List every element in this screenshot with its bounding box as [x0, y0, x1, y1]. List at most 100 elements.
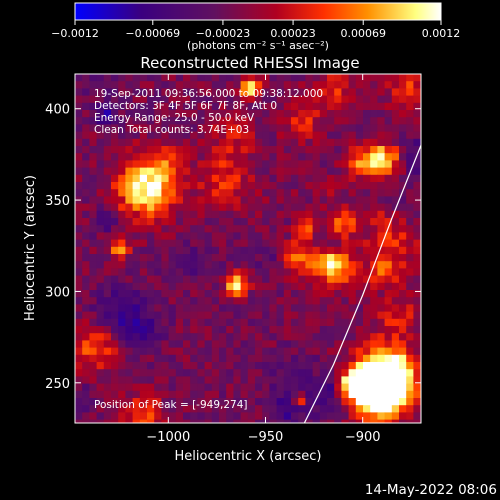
heatmap-cell: [103, 369, 112, 377]
heatmap-cell: [190, 390, 198, 399]
heatmap-cell: [384, 347, 393, 356]
heatmap-cell: [370, 311, 378, 320]
heatmap-cell: [211, 102, 220, 111]
heatmap-cell: [168, 160, 177, 169]
heatmap-cell: [255, 268, 263, 277]
heatmap-cell: [75, 275, 83, 284]
heatmap-cell: [103, 362, 112, 370]
heatmap-cell: [89, 340, 98, 349]
heatmap-cell: [262, 102, 270, 111]
heatmap-cell: [111, 254, 119, 262]
heatmap-cell: [111, 311, 119, 320]
heatmap-cell: [125, 340, 134, 349]
heatmap-cell: [298, 362, 306, 370]
heatmap-cell: [255, 326, 263, 334]
heatmap-cell: [190, 117, 198, 125]
heatmap-cell: [96, 203, 105, 212]
heatmap-cell: [370, 210, 378, 219]
heatmap-cell: [82, 340, 90, 349]
heatmap-cell: [89, 74, 98, 82]
heatmap-cell: [233, 239, 242, 248]
heatmap-cell: [190, 95, 198, 104]
heatmap-cell: [399, 210, 407, 219]
heatmap-cell: [363, 218, 371, 226]
heatmap-cell: [111, 340, 119, 349]
heatmap-cell: [125, 326, 134, 334]
heatmap-cell: [168, 383, 177, 392]
heatmap-cell: [276, 340, 285, 349]
heatmap-cell: [247, 290, 256, 298]
heatmap-cell: [219, 311, 227, 320]
heatmap-cell: [312, 74, 321, 82]
heatmap-cell: [75, 95, 83, 104]
heatmap-cell: [319, 412, 328, 421]
heatmap-cell: [154, 117, 162, 125]
heatmap-cell: [161, 354, 170, 363]
heatmap-cell: [298, 354, 306, 363]
heatmap-cell: [384, 383, 393, 392]
heatmap-cell: [168, 146, 177, 154]
heatmap-cell: [175, 88, 184, 97]
heatmap-cell: [168, 189, 177, 197]
heatmap-cell: [305, 275, 314, 284]
heatmap-cell: [341, 362, 350, 370]
heatmap-cell: [183, 81, 191, 89]
heatmap-cell: [276, 311, 285, 320]
heatmap-cell: [168, 167, 177, 176]
heatmap-cell: [291, 218, 299, 226]
heatmap-cell: [147, 160, 155, 169]
heatmap-cell: [399, 225, 407, 233]
heatmap-cell: [154, 88, 162, 97]
heatmap-cell: [168, 354, 177, 363]
heatmap-cell: [319, 347, 328, 356]
info-line-detectors: Detectors: 3F 4F 5F 6F 7F 8F, Att 0: [94, 100, 277, 112]
heatmap-cell: [255, 318, 263, 327]
heatmap-cell: [334, 405, 342, 413]
heatmap-cell: [384, 268, 393, 277]
heatmap-cell: [211, 203, 220, 212]
heatmap-cell: [204, 311, 213, 320]
heatmap-cell: [219, 246, 227, 255]
heatmap-cell: [132, 131, 141, 140]
heatmap-cell: [190, 160, 198, 169]
heatmap-cell: [377, 174, 386, 183]
heatmap-cell: [327, 102, 335, 111]
heatmap-cell: [147, 390, 155, 399]
heatmap-cell: [276, 246, 285, 255]
heatmap-cell: [377, 182, 386, 190]
heatmap-cell: [319, 362, 328, 370]
heatmap-cell: [298, 398, 306, 406]
heatmap-cell: [168, 102, 177, 111]
heatmap-cell: [82, 354, 90, 363]
heatmap-cell: [399, 261, 407, 269]
heatmap-cell: [183, 311, 191, 320]
heatmap-cell: [247, 210, 256, 219]
heatmap-cell: [197, 239, 206, 248]
heatmap-cell: [255, 390, 263, 399]
heatmap-cell: [420, 383, 421, 392]
heatmap-cell: [103, 167, 112, 176]
heatmap-cell: [183, 153, 191, 161]
heatmap-cell: [384, 160, 393, 169]
heatmap-cell: [219, 182, 227, 190]
heatmap-cell: [175, 189, 184, 197]
heatmap-cell: [391, 74, 400, 82]
heatmap-cell: [103, 419, 112, 423]
heatmap-cell: [118, 376, 126, 385]
heatmap-cell: [312, 124, 321, 133]
heatmap-cell: [384, 102, 393, 111]
heatmap-cell: [204, 196, 213, 205]
heatmap-cell: [111, 81, 119, 89]
heatmap-cell: [197, 261, 206, 269]
heatmap-cell: [327, 167, 335, 176]
heatmap-cell: [175, 182, 184, 190]
heatmap-cell: [168, 218, 177, 226]
heatmap-cell: [197, 297, 206, 305]
heatmap-cell: [341, 174, 350, 183]
heatmap-cell: [96, 304, 105, 313]
heatmap-cell: [147, 347, 155, 356]
heatmap-cell: [204, 304, 213, 313]
heatmap-cell: [363, 246, 371, 255]
heatmap-cell: [139, 146, 148, 154]
heatmap-cell: [269, 160, 278, 169]
